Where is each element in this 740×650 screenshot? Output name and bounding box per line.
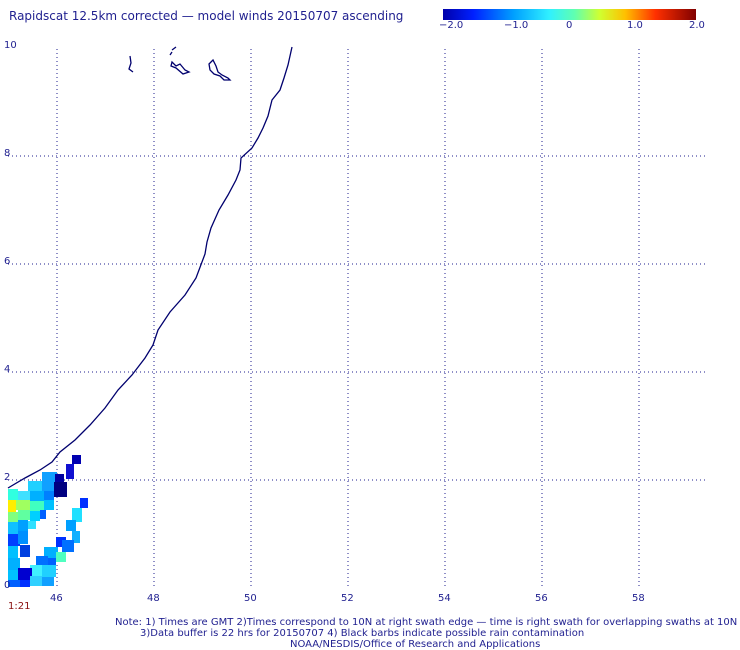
- swath-cells: [8, 455, 88, 587]
- lat-tick-label: 8: [4, 148, 11, 159]
- colorbar-tick-label: −1.0: [504, 20, 529, 31]
- lat-tick-label: 10: [4, 40, 17, 51]
- colorbar: [443, 9, 696, 20]
- lon-tick-label: 56: [535, 593, 548, 604]
- colorbar-ramp: [443, 9, 696, 20]
- coastline: [7, 46, 293, 489]
- footnote-line-1: Note: 1) Times are GMT 2)Times correspon…: [115, 617, 738, 628]
- lat-tick-label: 6: [4, 256, 11, 267]
- lon-tick-label: 48: [147, 593, 160, 604]
- map-title: Rapidscat 12.5km corrected — model winds…: [9, 9, 404, 23]
- lat-tick-label: 4: [4, 364, 11, 375]
- graticule: [8, 49, 708, 587]
- colorbar-tick-label: 0: [566, 20, 573, 31]
- map-frame: [7, 48, 709, 588]
- pass-time-label: 1:21: [8, 601, 31, 612]
- lon-tick-label: 50: [244, 593, 257, 604]
- colorbar-tick-label: 2.0: [689, 20, 705, 31]
- colorbar-tick-label: 1.0: [627, 20, 643, 31]
- lat-tick-label: 0: [4, 580, 11, 591]
- lon-tick-label: 46: [50, 593, 63, 604]
- footnote-credit: NOAA/NESDIS/Office of Research and Appli…: [290, 639, 541, 650]
- lon-tick-label: 58: [632, 593, 645, 604]
- lon-tick-label: 54: [438, 593, 451, 604]
- lat-tick-label: 2: [4, 472, 11, 483]
- colorbar-tick-label: −2.0: [439, 20, 464, 31]
- lon-tick-label: 52: [341, 593, 354, 604]
- footnote-line-2: 3)Data buffer is 22 hrs for 20150707 4) …: [140, 628, 585, 639]
